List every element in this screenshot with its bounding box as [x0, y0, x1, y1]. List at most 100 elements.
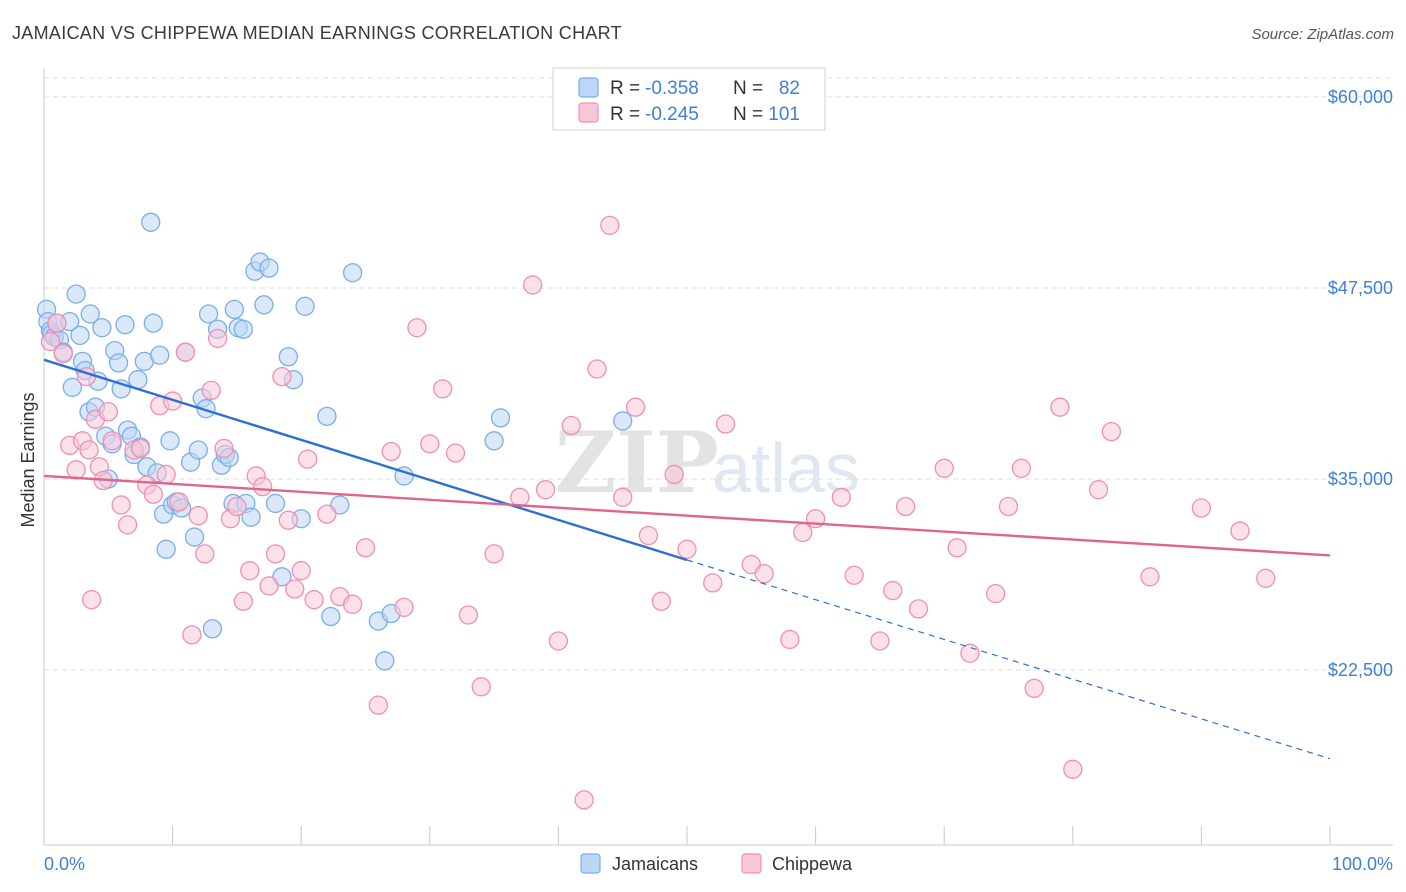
point-jamaicans	[202, 619, 223, 639]
point-chippewa	[1230, 521, 1250, 541]
point-jamaicans	[143, 313, 163, 333]
point-chippewa	[1088, 480, 1109, 500]
point-jamaicans	[241, 507, 261, 527]
point-chippewa	[1024, 678, 1044, 698]
point-chippewa	[297, 449, 318, 469]
point-chippewa	[574, 790, 594, 810]
legend-n-label-1: N =	[733, 104, 763, 125]
point-chippewa	[66, 460, 86, 480]
point-chippewa	[130, 438, 151, 459]
point-chippewa	[381, 441, 401, 462]
point-jamaicans	[115, 315, 135, 335]
point-jamaicans	[92, 318, 112, 338]
point-jamaicans	[484, 431, 504, 451]
point-chippewa	[484, 544, 504, 564]
trend-line-jamaicans	[43, 358, 688, 562]
point-chippewa	[998, 496, 1019, 517]
point-jamaicans	[184, 527, 205, 547]
legend-swatch-chippewa	[578, 102, 599, 123]
point-chippewa	[754, 564, 774, 584]
watermark-zip: ZIP	[555, 413, 719, 512]
point-jamaicans	[156, 539, 176, 559]
point-chippewa	[445, 443, 466, 463]
legend-r-label-1: R =	[610, 104, 640, 125]
point-chippewa	[638, 525, 659, 546]
point-jamaicans	[80, 304, 100, 324]
point-chippewa	[272, 366, 292, 387]
point-chippewa	[625, 397, 646, 417]
point-chippewa	[947, 538, 967, 558]
y-tick-label: $47,500	[1328, 278, 1393, 298]
point-chippewa	[1101, 421, 1122, 442]
point-chippewa	[317, 504, 337, 524]
point-jamaicans	[70, 325, 90, 346]
point-chippewa	[265, 544, 286, 564]
point-chippewa	[188, 506, 208, 526]
series-legend: Jamaicans Chippewa	[580, 853, 853, 874]
point-chippewa	[394, 597, 414, 618]
point-jamaicans	[188, 440, 208, 460]
point-chippewa	[98, 402, 118, 422]
trend-lines	[43, 358, 1331, 760]
stats-legend: R = -0.358 N = 82 R = -0.245 N = 101	[552, 67, 826, 131]
y-tick-label: $22,500	[1328, 660, 1393, 680]
point-jamaicans	[265, 493, 286, 514]
legend-n-value-0: 82	[779, 78, 800, 99]
bottom-legend-label-chippewa: Chippewa	[772, 854, 853, 874]
point-chippewa	[548, 631, 569, 651]
point-chippewa	[79, 440, 99, 460]
point-chippewa	[458, 605, 479, 625]
y-axis-label: Median Earnings	[18, 392, 38, 527]
point-chippewa	[47, 313, 67, 333]
point-chippewa	[523, 275, 543, 295]
point-chippewa	[433, 379, 453, 399]
point-jamaicans	[108, 353, 129, 373]
point-chippewa	[1256, 568, 1276, 588]
point-chippewa	[985, 583, 1006, 604]
point-jamaicans	[295, 296, 315, 316]
point-chippewa	[259, 576, 279, 596]
point-chippewa	[175, 342, 196, 362]
point-chippewa	[831, 487, 851, 507]
legend-r-value-1: -0.245	[645, 104, 699, 125]
point-jamaicans	[613, 411, 633, 431]
point-chippewa	[677, 539, 697, 559]
point-chippewa	[908, 599, 929, 619]
point-chippewa	[252, 476, 273, 497]
point-chippewa	[285, 579, 305, 599]
y-tick-labels: $60,000 $47,500 $35,000 $22,500	[1328, 87, 1393, 680]
point-chippewa	[613, 487, 633, 507]
point-chippewa	[278, 510, 298, 530]
point-jamaicans	[233, 319, 253, 339]
y-tick-label: $60,000	[1328, 87, 1393, 107]
point-chippewa	[600, 215, 620, 236]
point-chippewa	[355, 538, 376, 558]
point-chippewa	[1191, 498, 1212, 518]
point-chippewa	[53, 344, 73, 364]
legend-r-label-0: R =	[610, 78, 640, 99]
point-jamaicans	[254, 295, 274, 315]
point-chippewa	[240, 561, 260, 581]
point-chippewa	[870, 631, 890, 651]
point-chippewa	[587, 359, 607, 379]
x-tick-label-right: 100.0%	[1332, 854, 1393, 874]
legend-swatch-jamaicans	[578, 77, 599, 98]
chart-source: Source: ZipAtlas.com	[1251, 26, 1394, 43]
point-chippewa	[844, 565, 864, 585]
point-chippewa	[1140, 567, 1160, 587]
point-chippewa	[960, 643, 980, 663]
point-chippewa	[651, 591, 671, 611]
point-chippewa	[715, 414, 736, 434]
point-jamaicans	[160, 431, 180, 451]
point-chippewa	[169, 492, 189, 512]
point-chippewa	[510, 487, 530, 507]
trend-line-chippewa	[43, 474, 1331, 557]
point-jamaicans	[321, 606, 341, 627]
point-chippewa	[883, 580, 903, 601]
point-chippewa	[156, 464, 176, 485]
point-chippewa	[703, 573, 723, 593]
point-chippewa	[1063, 759, 1083, 779]
point-chippewa	[111, 495, 131, 515]
bottom-legend-label-jamaicans: Jamaicans	[612, 854, 698, 874]
